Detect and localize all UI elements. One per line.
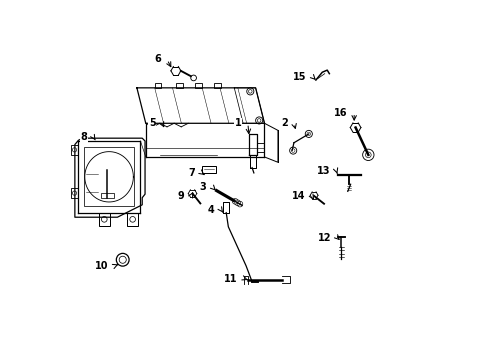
Text: 12: 12: [318, 234, 332, 243]
Text: 1: 1: [235, 118, 242, 128]
Text: 4: 4: [208, 205, 215, 215]
Bar: [196, 83, 202, 88]
Bar: [72, 145, 78, 155]
Text: 7: 7: [189, 168, 196, 178]
Bar: [99, 213, 110, 226]
Text: 11: 11: [224, 274, 238, 284]
Text: 15: 15: [293, 72, 306, 81]
Bar: [101, 193, 114, 198]
Text: 14: 14: [292, 191, 305, 201]
Text: 8: 8: [80, 132, 87, 143]
Bar: [127, 213, 138, 226]
Text: 2: 2: [281, 118, 288, 128]
Text: 10: 10: [95, 261, 109, 271]
Bar: [202, 166, 216, 173]
Bar: [257, 143, 265, 152]
Bar: [155, 83, 162, 88]
Text: 13: 13: [317, 166, 330, 176]
Text: 5: 5: [149, 118, 156, 128]
Text: 9: 9: [178, 191, 185, 201]
Bar: [176, 83, 183, 88]
Text: 6: 6: [154, 54, 161, 64]
Bar: [215, 83, 221, 88]
Bar: [84, 147, 134, 206]
Bar: [72, 188, 78, 198]
Text: 3: 3: [199, 182, 206, 192]
Text: 16: 16: [334, 108, 348, 118]
